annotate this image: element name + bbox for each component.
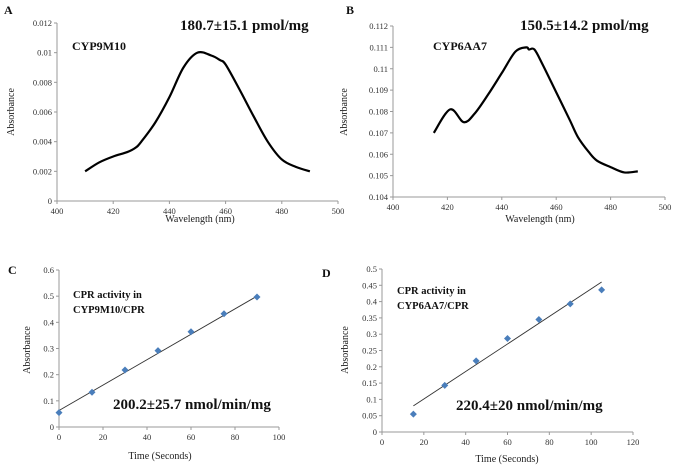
x-tick-label: 440: [495, 202, 508, 212]
data-point: [598, 286, 606, 294]
x-tick-label: 420: [441, 202, 454, 212]
y-tick-label: 0.012: [33, 18, 52, 28]
x-tick-label: 500: [659, 202, 672, 212]
data-point: [187, 328, 195, 336]
x-tick-label: 0: [57, 432, 61, 442]
y-tick-label: 0.5: [366, 264, 377, 274]
absorbance-curve: [84, 51, 311, 173]
data-point: [504, 334, 511, 342]
chart-title: CPR activity in: [397, 286, 466, 297]
y-tick-label: 0.4: [366, 297, 377, 307]
x-tick-label: 400: [51, 206, 64, 216]
y-tick-label: 0.105: [369, 171, 388, 181]
chart-title: CPR activity in: [73, 290, 142, 301]
y-tick-label: 0.3: [43, 344, 54, 354]
x-tick-label: 120: [627, 437, 640, 447]
x-tick-label: 20: [99, 432, 108, 442]
x-tick-label: 80: [545, 437, 554, 447]
x-tick-label: 460: [550, 202, 563, 212]
annotation-value: 200.2±25.7 nmol/min/mg: [113, 397, 271, 413]
y-tick-label: 0.107: [369, 128, 388, 138]
x-tick-label: 440: [163, 206, 176, 216]
y-tick-label: 0.45: [362, 280, 377, 290]
y-tick-label: 0: [48, 196, 52, 206]
y-tick-label: 0.4: [43, 317, 54, 327]
x-tick-label: 60: [503, 437, 512, 447]
data-point: [220, 310, 228, 318]
y-tick-label: 0.008: [33, 77, 52, 87]
data-point: [154, 347, 162, 355]
data-point: [472, 357, 480, 365]
y-tick-label: 0.108: [369, 107, 388, 117]
data-point: [55, 409, 63, 417]
x-tick-label: 480: [275, 206, 288, 216]
y-tick-label: 0.05: [362, 411, 377, 421]
x-tick-label: 40: [461, 437, 470, 447]
y-tick-label: 0.111: [370, 42, 389, 52]
data-point: [121, 366, 129, 374]
chart-title-line2: CYP9M10/CPR: [73, 305, 145, 316]
x-axis-label: Time (Seconds): [128, 451, 191, 462]
x-tick-label: 100: [585, 437, 598, 447]
y-axis-label: Absorbance: [340, 326, 351, 374]
data-point: [566, 300, 574, 308]
x-tick-label: 60: [187, 432, 196, 442]
x-axis-label: Wavelength (nm): [505, 214, 574, 225]
x-tick-label: 500: [332, 206, 345, 216]
y-tick-label: 0.01: [37, 48, 52, 58]
data-point: [253, 293, 261, 301]
x-tick-label: 20: [420, 437, 429, 447]
x-tick-label: 80: [231, 432, 240, 442]
y-tick-label: 0.2: [43, 370, 54, 380]
y-tick-label: 0.112: [369, 21, 388, 31]
data-point: [535, 316, 543, 324]
panel-label-d: D: [322, 266, 331, 280]
y-tick-label: 0.25: [362, 346, 377, 356]
data-point: [409, 410, 417, 418]
x-tick-label: 480: [604, 202, 617, 212]
x-tick-label: 420: [107, 206, 120, 216]
y-tick-label: 0.006: [33, 107, 52, 117]
x-tick-label: 460: [219, 206, 232, 216]
y-tick-label: 0: [50, 422, 54, 432]
y-tick-label: 0.1: [366, 394, 377, 404]
data-point: [88, 388, 96, 396]
y-tick-label: 0.004: [33, 137, 53, 147]
annotation-value: 180.7±15.1 pmol/mg: [180, 18, 309, 34]
y-axis-label: Absorbance: [339, 88, 350, 136]
x-axis-label: Time (Seconds): [475, 454, 538, 465]
chart-title: CYP9M10: [72, 39, 126, 53]
y-tick-label: 0.5: [43, 291, 54, 301]
chart-title: CYP6AA7: [433, 39, 487, 53]
x-tick-label: 100: [273, 432, 286, 442]
x-tick-label: 40: [143, 432, 152, 442]
x-axis-label: Wavelength (nm): [165, 214, 234, 225]
panel-label-c: C: [8, 263, 17, 277]
y-tick-label: 0.35: [362, 313, 377, 323]
y-tick-label: 0.104: [369, 192, 389, 202]
y-axis-label: Absorbance: [22, 326, 33, 374]
y-tick-label: 0.6: [43, 265, 54, 275]
panel-label-a: A: [4, 3, 13, 17]
y-tick-label: 0.2: [366, 362, 377, 372]
y-tick-label: 0: [373, 427, 377, 437]
y-tick-label: 0.109: [369, 85, 388, 95]
data-point: [441, 381, 449, 389]
y-tick-label: 0.15: [362, 378, 377, 388]
absorbance-curve: [432, 46, 638, 174]
annotation-value: 220.4±20 nmol/min/mg: [456, 398, 603, 414]
y-tick-label: 0.3: [366, 329, 377, 339]
x-tick-label: 400: [387, 202, 400, 212]
x-tick-label: 0: [380, 437, 384, 447]
panel-label-b: B: [346, 3, 354, 17]
annotation-value: 150.5±14.2 pmol/mg: [520, 18, 649, 34]
y-tick-label: 0.106: [369, 149, 388, 159]
y-tick-label: 0.1: [43, 396, 54, 406]
y-tick-label: 0.11: [373, 64, 388, 74]
y-tick-label: 0.002: [33, 166, 52, 176]
chart-title-line2: CYP6AA7/CPR: [397, 301, 469, 312]
y-axis-label: Absorbance: [6, 88, 17, 136]
